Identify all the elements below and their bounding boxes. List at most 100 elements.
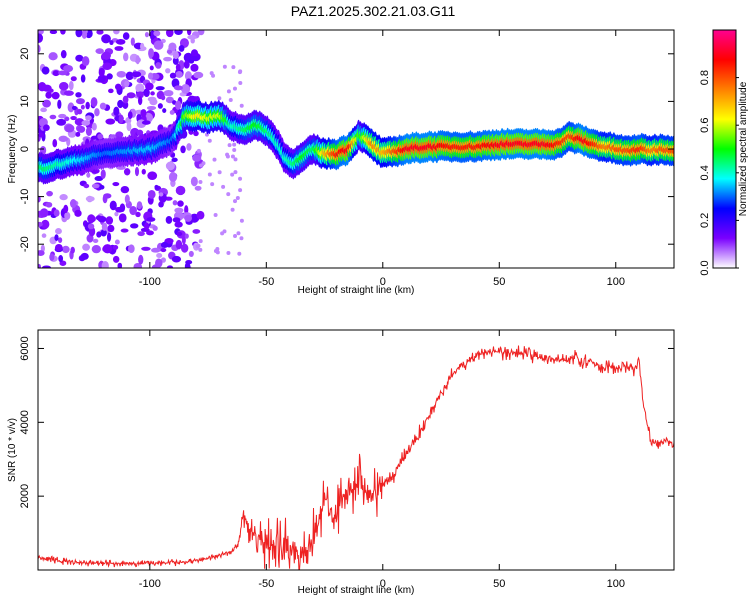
spectrogram-cell [119,203,126,212]
spectrogram-cell [49,253,55,261]
spectrogram-y-axis-label: Frequency (Hz) [7,115,18,184]
spectrogram-cell [64,116,70,122]
spectrogram-cell [184,214,193,222]
spectrogram-cell [60,30,66,35]
spectrogram-cell [174,207,184,214]
spectrogram-cell [186,143,192,151]
spectrogram-cell [127,111,133,120]
spectrogram-cell [91,135,98,140]
spectrogram-cell [70,246,75,254]
spectrogram-cell [100,229,107,237]
spectrogram-cell [38,221,43,227]
spectrogram-cell [137,231,145,237]
spectrogram-cell [135,55,140,65]
spectrogram-cell [172,217,181,223]
spectrogram-cell [126,92,136,99]
spectrogram-cell [155,62,162,69]
spectrogram-cell [192,229,201,234]
spectrogram-cell [70,199,77,209]
spectrogram-cell [238,81,243,86]
spectrogram-cell [192,154,202,162]
spectrogram-y-tick-label: -20 [19,236,31,252]
spectrogram-cell [140,42,145,51]
spectrogram-cell [101,34,111,44]
spectrogram-cell [238,188,243,193]
spectrogram-cell [215,246,220,251]
spectrogram-cell [64,211,71,221]
spectrogram-cell [198,239,203,244]
spectrogram-cell [155,86,165,91]
spectrogram-cell [201,161,206,166]
spectrogram-cell [144,31,149,38]
spectrogram-cell [222,64,227,69]
spectrogram-cell [154,184,159,190]
spectrogram-cell [101,261,109,268]
spectrogram-cell [226,192,231,197]
spectrogram-cell [235,196,240,201]
figure-title: PAZ1.2025.302.21.03.G11 [291,3,456,19]
spectrogram-cell [101,51,111,60]
spectrogram-cell [61,245,70,254]
spectrogram-x-tick-label: 100 [607,276,625,288]
spectrogram-cell [106,232,112,242]
spectrogram-cell [172,56,179,65]
spectrogram-cell [64,124,75,133]
spectrogram-cell [239,218,244,223]
spectrogram-cell [198,163,203,168]
spectrogram-cell [194,185,202,191]
spectrogram-cell [181,40,189,46]
spectrogram-cell [151,247,161,253]
spectrogram-cell [115,39,126,45]
spectrogram-cell [38,44,41,54]
spectrogram-cell [101,222,108,231]
spectrogram-cell [136,129,144,136]
spectrogram-cell [174,85,183,91]
spectrogram-cell [149,65,154,71]
spectrogram-cell [95,48,104,55]
colorbar-ticks: 0.0 0.2 0.4 0.6 0.8 [699,70,739,276]
spectrogram-cell [106,73,113,80]
spectrogram-cell [114,211,119,217]
spectrogram-cell [187,34,197,40]
spectrogram-cell [94,175,104,182]
spectrogram-cell [152,225,158,231]
spectrogram-cell [184,233,189,239]
spectrogram-cell [175,100,182,110]
spectrogram-cell [210,182,215,187]
spectrogram-cell [85,196,95,202]
spectrogram-cell [217,96,222,101]
spectrogram-cell [213,212,218,217]
spectrogram-cell [198,247,203,252]
spectrogram-cell [122,95,129,104]
spectrogram-cell [233,199,238,204]
spectrogram-cell [55,228,62,235]
spectrogram-cell [90,97,98,108]
spectrogram-cell [211,73,216,78]
spectrogram-cell [136,201,143,210]
spectrogram-cell [140,109,147,118]
spectrogram-cell [58,82,69,91]
spectrogram-cell [135,83,145,93]
spectrogram-cell [58,255,64,263]
spectrogram-cell [237,70,242,75]
spectrogram-cell [41,219,50,229]
spectrogram-cell [233,234,238,239]
spectrogram-cell [227,143,232,148]
spectrogram-cell [118,114,124,124]
spectrogram-cell [188,250,194,258]
spectrogram-cell [150,91,155,96]
spectrogram-x-tick-label: -100 [139,276,161,288]
spectrogram-cell [94,108,100,117]
spectrogram-cell [196,210,205,220]
spectrogram-cell [108,88,114,94]
spectrogram-cell [59,194,68,201]
snr-y-tick-label: 6000 [19,336,31,360]
snr-series-line [38,345,674,570]
spectrogram-cell [156,253,163,258]
spectrogram-cell [155,258,163,268]
spectrogram-cell [71,105,77,111]
spectrogram-cell [184,262,191,268]
colorbar-tick-label: 0.6 [699,118,711,133]
spectrogram-cell [175,63,181,71]
